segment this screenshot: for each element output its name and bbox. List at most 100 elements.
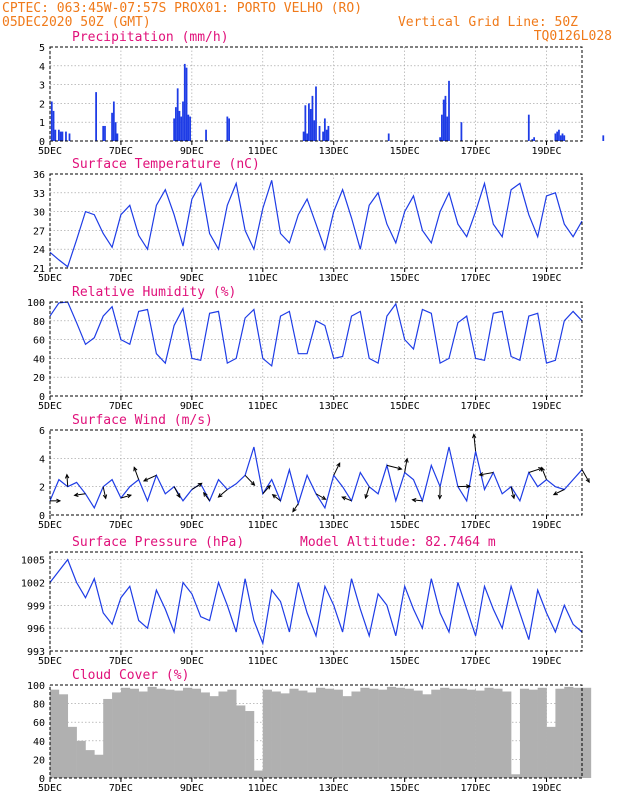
wind-arrowhead <box>552 491 558 496</box>
precip-bar <box>444 95 447 141</box>
precip-bar <box>175 107 177 141</box>
wind-arrowhead <box>102 494 108 500</box>
cloud-bar <box>218 691 228 778</box>
x-tick-label: 9DEC <box>180 273 204 284</box>
y-tick-label: 27 <box>33 226 45 237</box>
y-tick-label: 20 <box>33 373 45 384</box>
precip-bar <box>226 116 229 141</box>
y-tick-label: 1005 <box>21 556 45 567</box>
wind-arrowhead <box>437 494 443 500</box>
cloud-bar <box>475 690 485 778</box>
cloud-bar <box>174 690 184 778</box>
x-tick-label: 5DEC <box>38 146 62 157</box>
x-tick-label: 5DEC <box>38 273 62 284</box>
panel-title: Cloud Cover (%) <box>72 668 189 683</box>
y-tick-label: 2 <box>39 483 45 494</box>
y-tick-label: 1 <box>39 118 45 129</box>
cloud-bar <box>422 694 432 778</box>
x-tick-label: 15DEC <box>390 656 420 667</box>
precip-bar <box>554 133 557 141</box>
precip-bar <box>442 99 445 141</box>
wind-arrow <box>244 474 255 486</box>
cloud-bar <box>227 689 237 778</box>
panel-title: Surface Temperature (nC) <box>72 157 260 172</box>
y-tick-label: 40 <box>33 354 45 365</box>
x-tick-label: 7DEC <box>109 783 133 794</box>
cloud-bar <box>555 688 565 778</box>
cloud-bar <box>262 689 272 778</box>
y-tick-label: 21 <box>33 264 45 275</box>
cloud-bar <box>519 688 530 778</box>
y-tick-label: 24 <box>33 245 45 256</box>
x-tick-label: 7DEC <box>109 401 133 412</box>
wind-arrow <box>541 467 547 480</box>
wind-arrowhead <box>250 481 256 486</box>
precip-bar <box>309 109 312 141</box>
precip-bar <box>311 95 314 141</box>
cloud-bar <box>85 750 95 778</box>
x-tick-label: 9DEC <box>180 401 204 412</box>
precip-bar <box>183 63 186 141</box>
wind-arrow <box>333 462 341 476</box>
wind-arrow <box>553 489 565 496</box>
cloud-bar <box>369 688 379 778</box>
precip-bar <box>185 67 188 141</box>
x-tick-label: 13DEC <box>319 656 349 667</box>
y-tick-label: 999 <box>27 601 45 612</box>
wind-arrowhead <box>142 477 148 482</box>
cloud-bar <box>94 754 104 778</box>
precip-bar <box>57 129 60 141</box>
cloud-bar <box>298 690 308 778</box>
x-tick-label: 15DEC <box>390 146 420 157</box>
series-line <box>49 301 583 368</box>
panel-2: 0 20 40 60 80 100 5DEC 7DEC 9DEC 11DEC 13DEC 15DEC 1… <box>27 285 583 412</box>
wind-arrow <box>386 464 402 470</box>
y-tick-label: 100 <box>27 681 45 692</box>
cloud-bar <box>582 687 592 778</box>
cloud-bar <box>440 687 450 778</box>
y-tick-label: 2 <box>39 99 45 110</box>
plot-frame <box>49 46 583 142</box>
precip-bar <box>205 129 207 141</box>
wind-arrow <box>510 486 515 499</box>
x-tick-label: 19DEC <box>531 401 561 412</box>
cloud-bar <box>236 705 246 778</box>
wind-arrowhead <box>197 482 203 488</box>
cloud-bar <box>120 687 131 778</box>
wind-arrow <box>66 474 69 487</box>
x-tick-label: 13DEC <box>319 146 349 157</box>
x-tick-label: 17DEC <box>461 146 491 157</box>
wind-arrowhead <box>465 484 472 489</box>
wind-arrow <box>262 485 271 495</box>
x-tick-label: 17DEC <box>461 783 491 794</box>
series-line <box>49 180 583 268</box>
header-run-date: 05DEC2020 50Z (GMT) <box>2 15 151 30</box>
x-tick-label: 19DEC <box>531 273 561 284</box>
y-tick-label: 20 <box>33 755 45 766</box>
y-tick-label: 5 <box>39 43 45 54</box>
series-line <box>49 558 583 646</box>
cloud-bar <box>245 711 255 778</box>
wind-arrow <box>203 492 211 502</box>
precip-bar <box>65 131 67 141</box>
precip-bar <box>173 118 176 141</box>
precip-bar <box>52 110 55 141</box>
header-model: TQ0126L028 <box>534 29 612 44</box>
cloud-bar <box>511 774 521 778</box>
precip-bar <box>95 92 97 141</box>
wind-arrowhead <box>271 493 277 499</box>
series-line <box>49 446 583 510</box>
x-tick-label: 19DEC <box>531 520 561 531</box>
cloud-bar <box>289 688 299 778</box>
cloud-bar <box>191 688 202 778</box>
wind-arrow <box>404 458 408 473</box>
precip-bar <box>387 133 390 141</box>
x-tick-label: 17DEC <box>461 656 491 667</box>
cloud-bar <box>573 687 583 778</box>
cloud-bar <box>58 694 69 778</box>
x-tick-label: 17DEC <box>461 401 491 412</box>
cloud-bar <box>528 689 538 778</box>
x-tick-label: 9DEC <box>180 520 204 531</box>
precip-bar <box>460 122 463 141</box>
x-tick-label: 13DEC <box>319 783 349 794</box>
